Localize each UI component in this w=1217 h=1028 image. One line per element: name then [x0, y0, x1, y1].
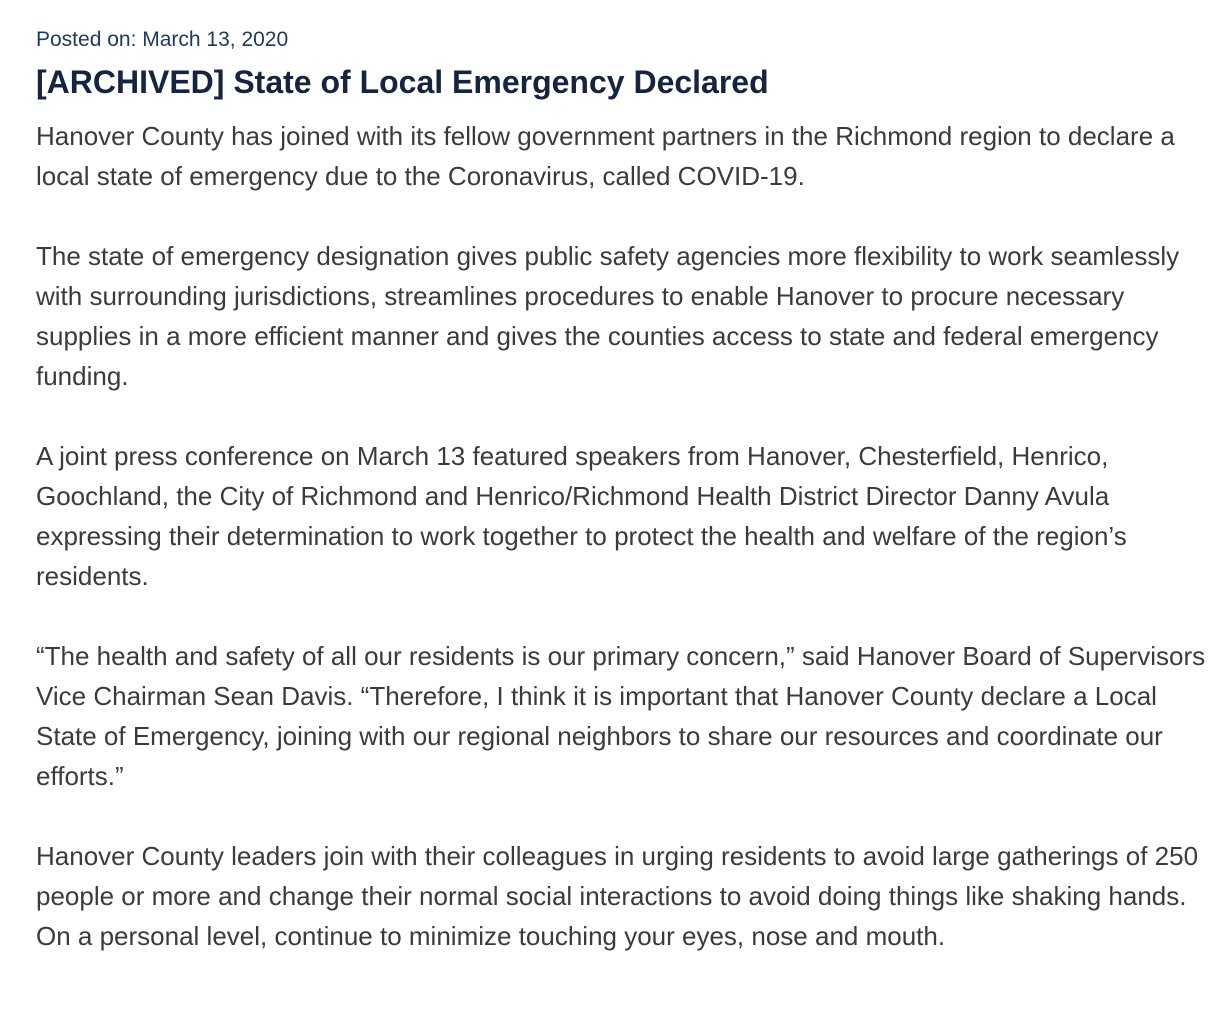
article-paragraph-4: “The health and safety of all our reside…	[36, 641, 1206, 791]
posted-date: Posted on: March 13, 2020	[36, 28, 289, 51]
article-paragraph-2: The state of emergency designation gives…	[36, 241, 1180, 391]
article-paragraph-3: A joint press conference on March 13 fea…	[36, 441, 1127, 591]
article-paragraph-5: Hanover County leaders join with their c…	[36, 841, 1199, 951]
article-paragraph-1: Hanover County has joined with its fello…	[36, 121, 1175, 191]
article-title: [ARCHIVED] State of Local Emergency Decl…	[36, 64, 769, 100]
news-article: Posted on: March 13, 2020 [ARCHIVED] Sta…	[36, 28, 1206, 951]
